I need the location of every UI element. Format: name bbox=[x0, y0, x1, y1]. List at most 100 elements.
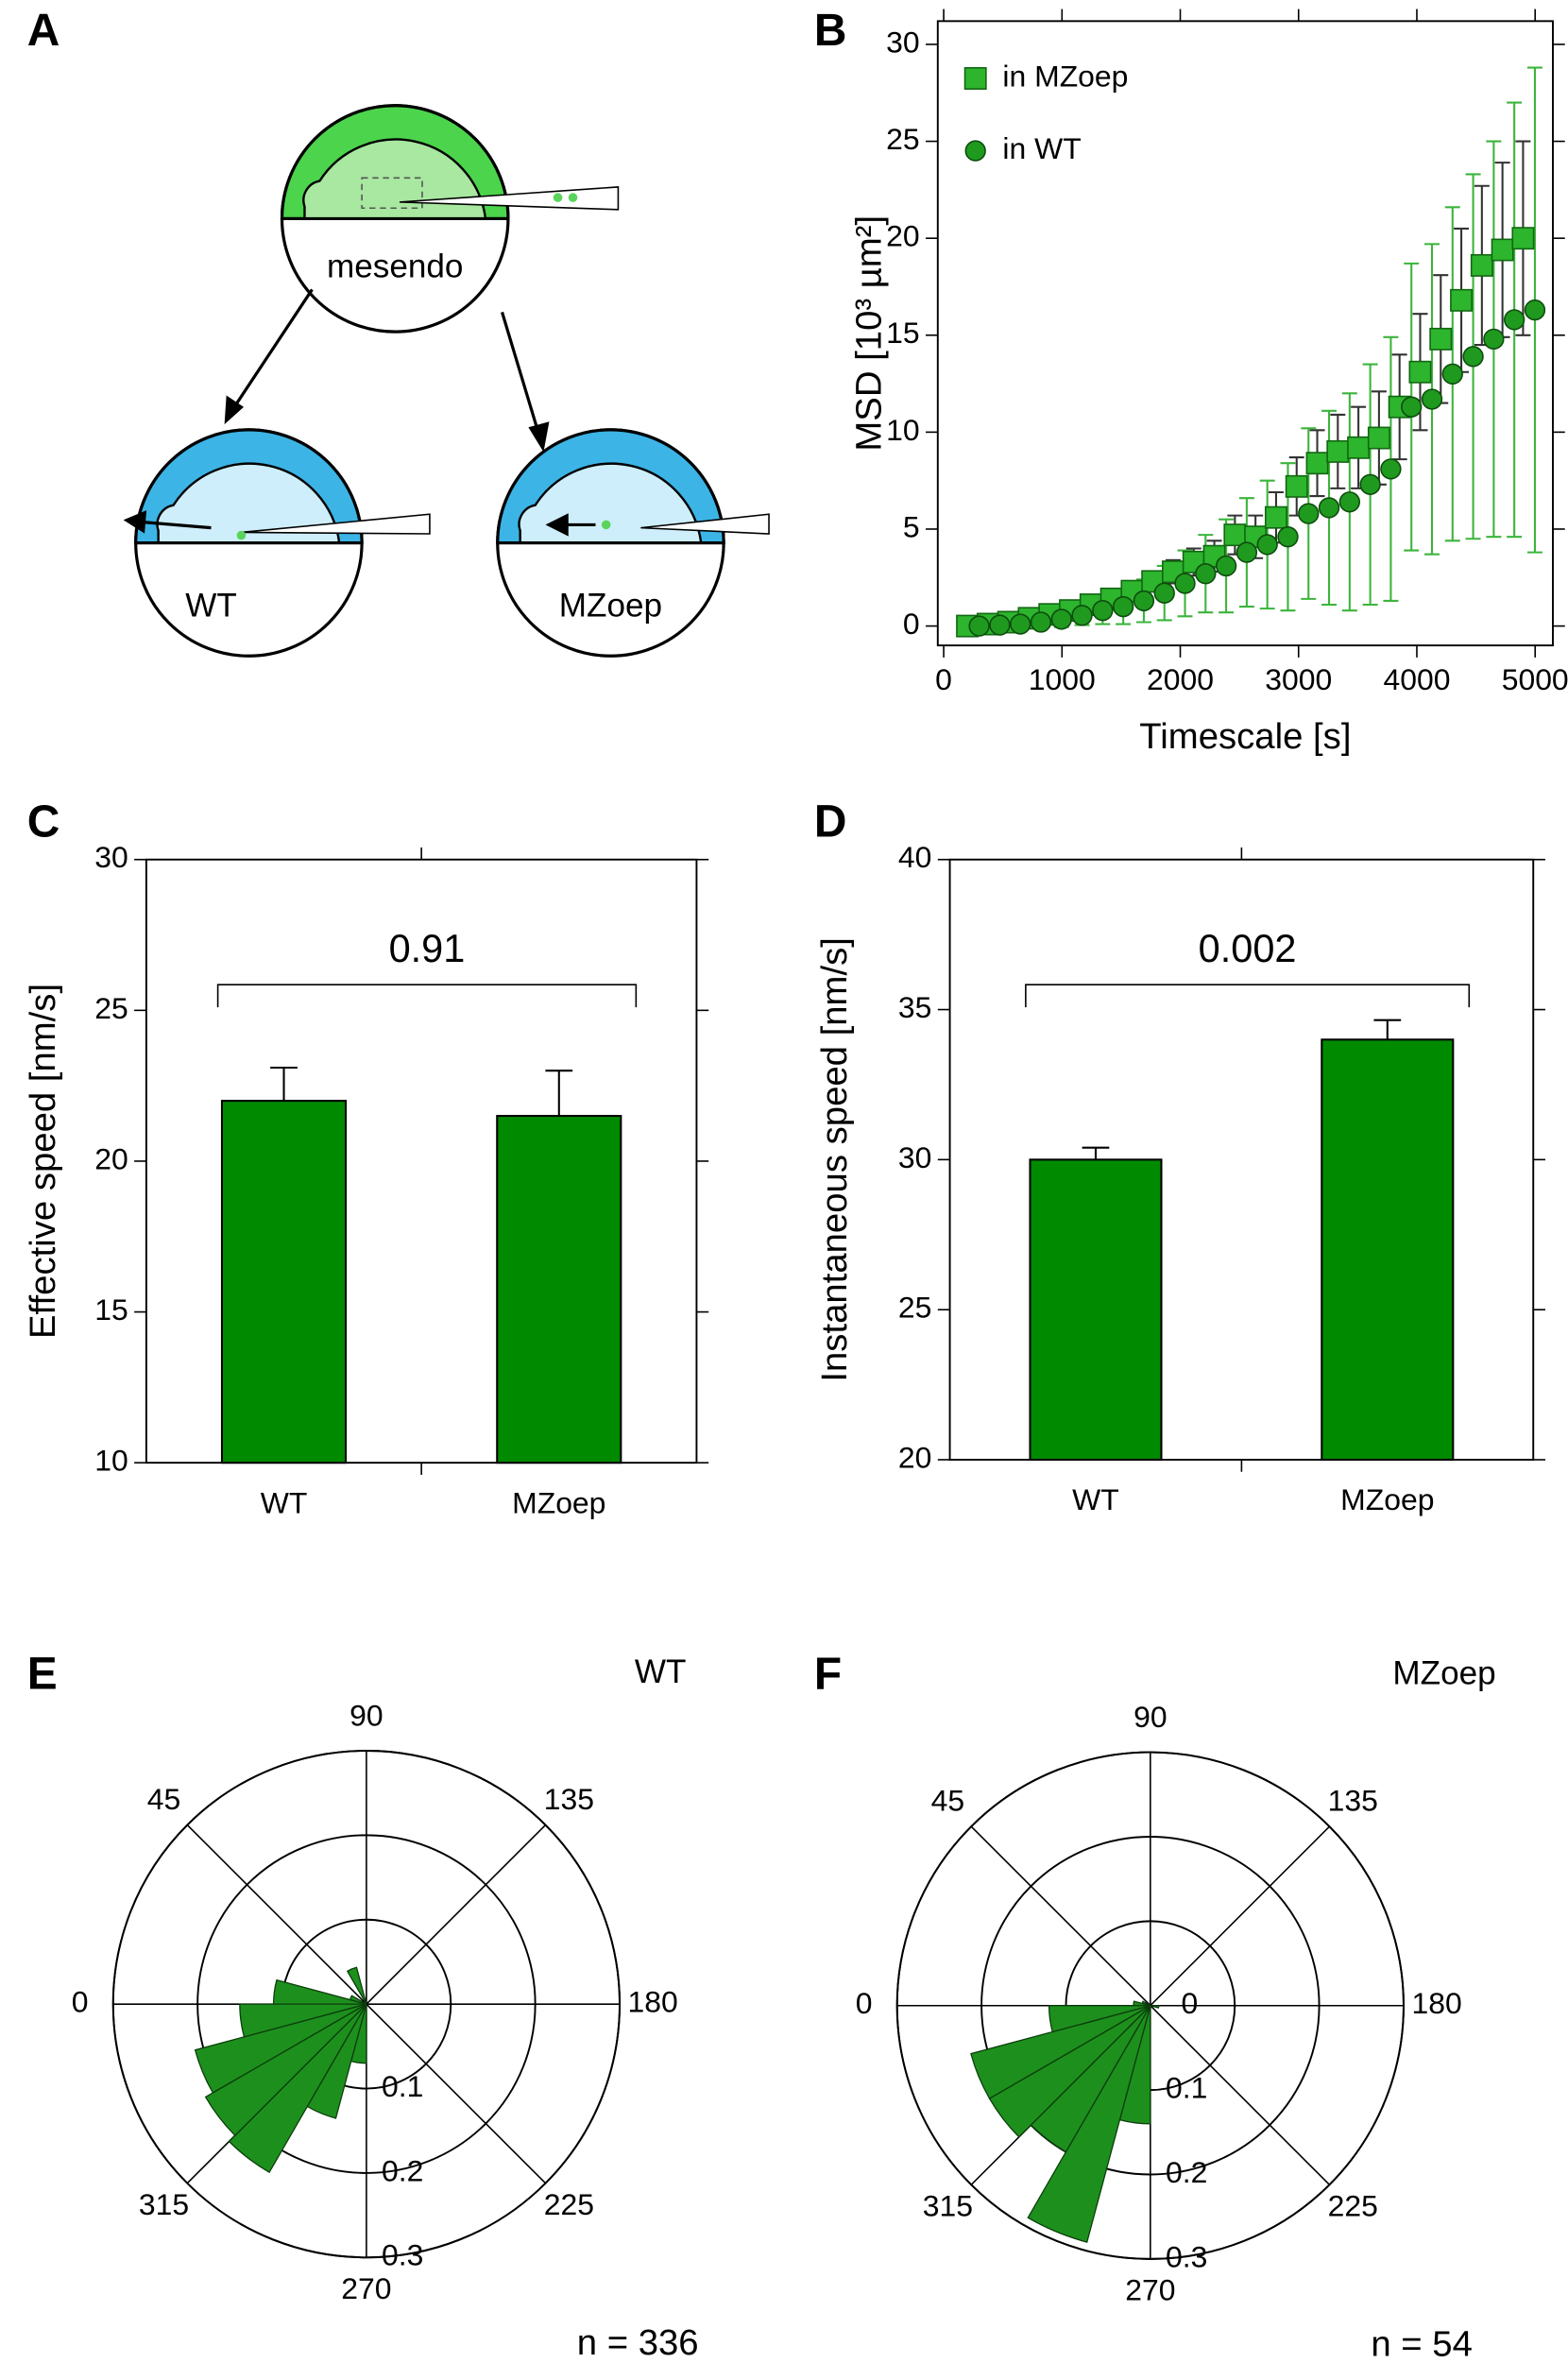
rose-wedge bbox=[349, 1995, 367, 2005]
y-tick-label: 25 bbox=[886, 122, 920, 156]
panel-label: E bbox=[27, 1649, 58, 1699]
y-tick-label: 20 bbox=[94, 1141, 128, 1175]
y-tick-label: 0 bbox=[903, 607, 920, 641]
marker bbox=[1483, 328, 1505, 351]
rose-wedge bbox=[228, 2003, 367, 2174]
annotation: n = 54 bbox=[1371, 2324, 1473, 2363]
pipette bbox=[399, 186, 620, 211]
cell bbox=[236, 530, 247, 540]
marker bbox=[1223, 523, 1247, 547]
y-tick-label: 25 bbox=[898, 1291, 931, 1325]
theta-tick-label: 270 bbox=[341, 2271, 391, 2305]
significance-bracket bbox=[216, 984, 638, 1008]
marker bbox=[968, 615, 990, 637]
theta-tick-label: 180 bbox=[628, 1985, 678, 2019]
marker bbox=[1347, 436, 1371, 459]
r-grid bbox=[895, 1751, 1405, 2260]
region bbox=[361, 177, 423, 210]
arrowhead bbox=[545, 513, 569, 537]
x-tick-label: WT bbox=[1072, 1482, 1119, 1516]
marker bbox=[1305, 452, 1329, 475]
r-grid bbox=[980, 1836, 1321, 2176]
annotation: 0.002 bbox=[1199, 926, 1297, 970]
y-tick-label: 15 bbox=[886, 316, 920, 350]
rose-wedge bbox=[1150, 2005, 1160, 2009]
annotation: MZoep bbox=[1392, 1654, 1495, 1691]
marker bbox=[1367, 426, 1390, 450]
cell bbox=[568, 193, 578, 202]
arrowhead bbox=[224, 395, 245, 425]
theta-tick-label: 90 bbox=[1133, 1700, 1167, 1734]
y-axis-label: Effective speed [nm/s] bbox=[23, 984, 63, 1339]
spoke bbox=[1150, 1825, 1331, 2007]
theta-tick-label: 225 bbox=[1328, 2189, 1378, 2223]
x-tick-label: 5000 bbox=[1502, 662, 1568, 696]
r-grid bbox=[196, 1834, 537, 2174]
x-tick-label: 3000 bbox=[1265, 662, 1332, 696]
marker bbox=[1408, 360, 1432, 384]
marker bbox=[1450, 288, 1474, 312]
marker bbox=[1380, 458, 1402, 480]
marker bbox=[1236, 541, 1258, 563]
marker bbox=[1462, 346, 1484, 368]
marker bbox=[1256, 534, 1278, 556]
y-tick-label: 10 bbox=[94, 1444, 128, 1478]
y-tick-label: 10 bbox=[886, 413, 920, 447]
marker bbox=[1421, 388, 1443, 410]
y-tick-label: 30 bbox=[898, 1140, 931, 1174]
marker bbox=[1524, 299, 1546, 321]
bar bbox=[1321, 1038, 1455, 1462]
y-tick-label: 40 bbox=[898, 840, 931, 874]
theta-tick-label: 315 bbox=[923, 2189, 973, 2223]
panel-label: B bbox=[814, 6, 847, 56]
panel-label: F bbox=[814, 1649, 842, 1699]
rose-wedge bbox=[1048, 2005, 1151, 2033]
marker bbox=[1010, 613, 1031, 635]
r-tick-label: 0.2 bbox=[1166, 2155, 1207, 2189]
bar bbox=[1029, 1158, 1163, 1462]
theta-tick-label: 315 bbox=[139, 2187, 189, 2221]
bar bbox=[220, 1100, 348, 1464]
marker bbox=[1071, 605, 1093, 626]
pipette bbox=[640, 513, 770, 535]
cell bbox=[601, 520, 611, 530]
spoke bbox=[366, 1824, 547, 2005]
marker bbox=[1470, 253, 1493, 277]
significance-bracket bbox=[1025, 984, 1471, 1008]
diagram-label: MZoep bbox=[559, 587, 662, 624]
x-tick-label: MZoep bbox=[1340, 1482, 1434, 1516]
diagram-label: WT bbox=[185, 587, 237, 624]
y-axis-label: MSD [10³ µm²] bbox=[849, 215, 890, 452]
r-tick-label: 0.2 bbox=[382, 2153, 423, 2187]
y-tick-label: 5 bbox=[903, 509, 920, 543]
y-tick-label: 30 bbox=[94, 840, 128, 874]
y-tick-label: 20 bbox=[898, 1440, 931, 1474]
rose-wedge bbox=[194, 2003, 367, 2094]
spoke bbox=[366, 2003, 547, 2184]
marker bbox=[1511, 227, 1535, 250]
marker bbox=[1030, 611, 1052, 633]
rose-wedge bbox=[239, 2003, 367, 2038]
marker bbox=[1441, 363, 1463, 385]
marker bbox=[1174, 573, 1196, 594]
theta-tick-label: 135 bbox=[544, 1782, 594, 1816]
y-axis-label: Instantaneous speed [nm/s] bbox=[814, 937, 855, 1382]
theta-tick-label: 45 bbox=[147, 1782, 180, 1816]
theta-tick-label: 0 bbox=[72, 1985, 89, 2019]
x-tick-label: WT bbox=[261, 1485, 308, 1519]
annotation: 0.91 bbox=[389, 926, 466, 970]
theta-tick-label: 0 bbox=[856, 1986, 873, 2020]
arrow bbox=[138, 520, 212, 530]
r-tick-label: 0.1 bbox=[382, 2069, 423, 2103]
pipette bbox=[241, 513, 431, 535]
r-tick-label: 0.3 bbox=[1166, 2239, 1207, 2273]
y-tick-label: 25 bbox=[94, 991, 128, 1025]
spoke bbox=[970, 1825, 1151, 2007]
marker bbox=[1277, 526, 1299, 548]
marker bbox=[1050, 608, 1072, 630]
marker bbox=[1215, 555, 1237, 577]
rose-wedge bbox=[1027, 2005, 1151, 2243]
x-axis-label: Timescale [s] bbox=[1139, 716, 1351, 757]
marker bbox=[1285, 474, 1308, 498]
x-tick-label: 2000 bbox=[1147, 662, 1214, 696]
